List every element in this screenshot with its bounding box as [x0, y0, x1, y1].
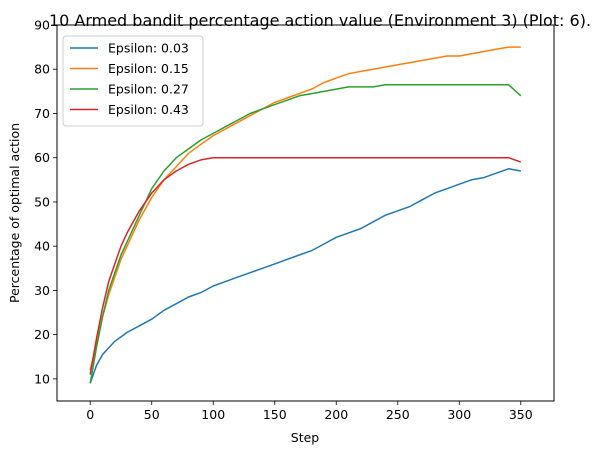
legend: Epsilon: 0.03 Epsilon: 0.15 Epsilon: 0.27 E… [62, 35, 204, 127]
x-tick-label-0: 0 [86, 407, 94, 422]
y-axis-label: Percentage of optimal action [7, 123, 22, 303]
legend-label-2: Epsilon: 0.27 [108, 82, 189, 97]
y-tick-label-2: 30 [34, 283, 50, 298]
x-axis-ticks: 0 50 100 150 200 250 300 350 [86, 401, 533, 422]
x-tick-label-6: 300 [447, 407, 471, 422]
legend-label-3: Epsilon: 0.43 [108, 102, 189, 117]
chart-title: 10 Armed bandit percentage action value … [49, 11, 591, 30]
legend-label-1: Epsilon: 0.15 [108, 61, 189, 76]
y-tick-label-4: 50 [34, 194, 50, 209]
series-line-2 [89, 83, 522, 384]
y-tick-label-8: 90 [34, 18, 50, 33]
series-line-0 [89, 168, 521, 384]
series-line-1 [89, 46, 521, 371]
y-tick-label-5: 60 [34, 150, 50, 165]
x-tick-label-1: 50 [144, 407, 160, 422]
y-tick-label-7: 80 [34, 62, 50, 77]
x-tick-label-4: 200 [324, 407, 348, 422]
y-tick-label-6: 70 [34, 106, 50, 121]
x-tick-label-2: 100 [201, 407, 225, 422]
plot-frame [56, 24, 555, 402]
legend-box [62, 35, 204, 127]
x-tick-label-5: 250 [386, 407, 410, 422]
y-tick-label-3: 40 [34, 239, 50, 254]
y-tick-label-0: 10 [34, 371, 50, 386]
x-tick-label-3: 150 [263, 407, 287, 422]
x-axis-label: Step [291, 430, 320, 445]
y-axis-ticks: 10 20 30 40 50 60 70 80 90 [34, 18, 57, 386]
legend-label-0: Epsilon: 0.03 [108, 41, 189, 56]
series-line-3 [89, 156, 522, 375]
y-tick-label-1: 20 [34, 327, 50, 342]
plot-lines [89, 46, 522, 384]
x-tick-label-7: 350 [509, 407, 533, 422]
